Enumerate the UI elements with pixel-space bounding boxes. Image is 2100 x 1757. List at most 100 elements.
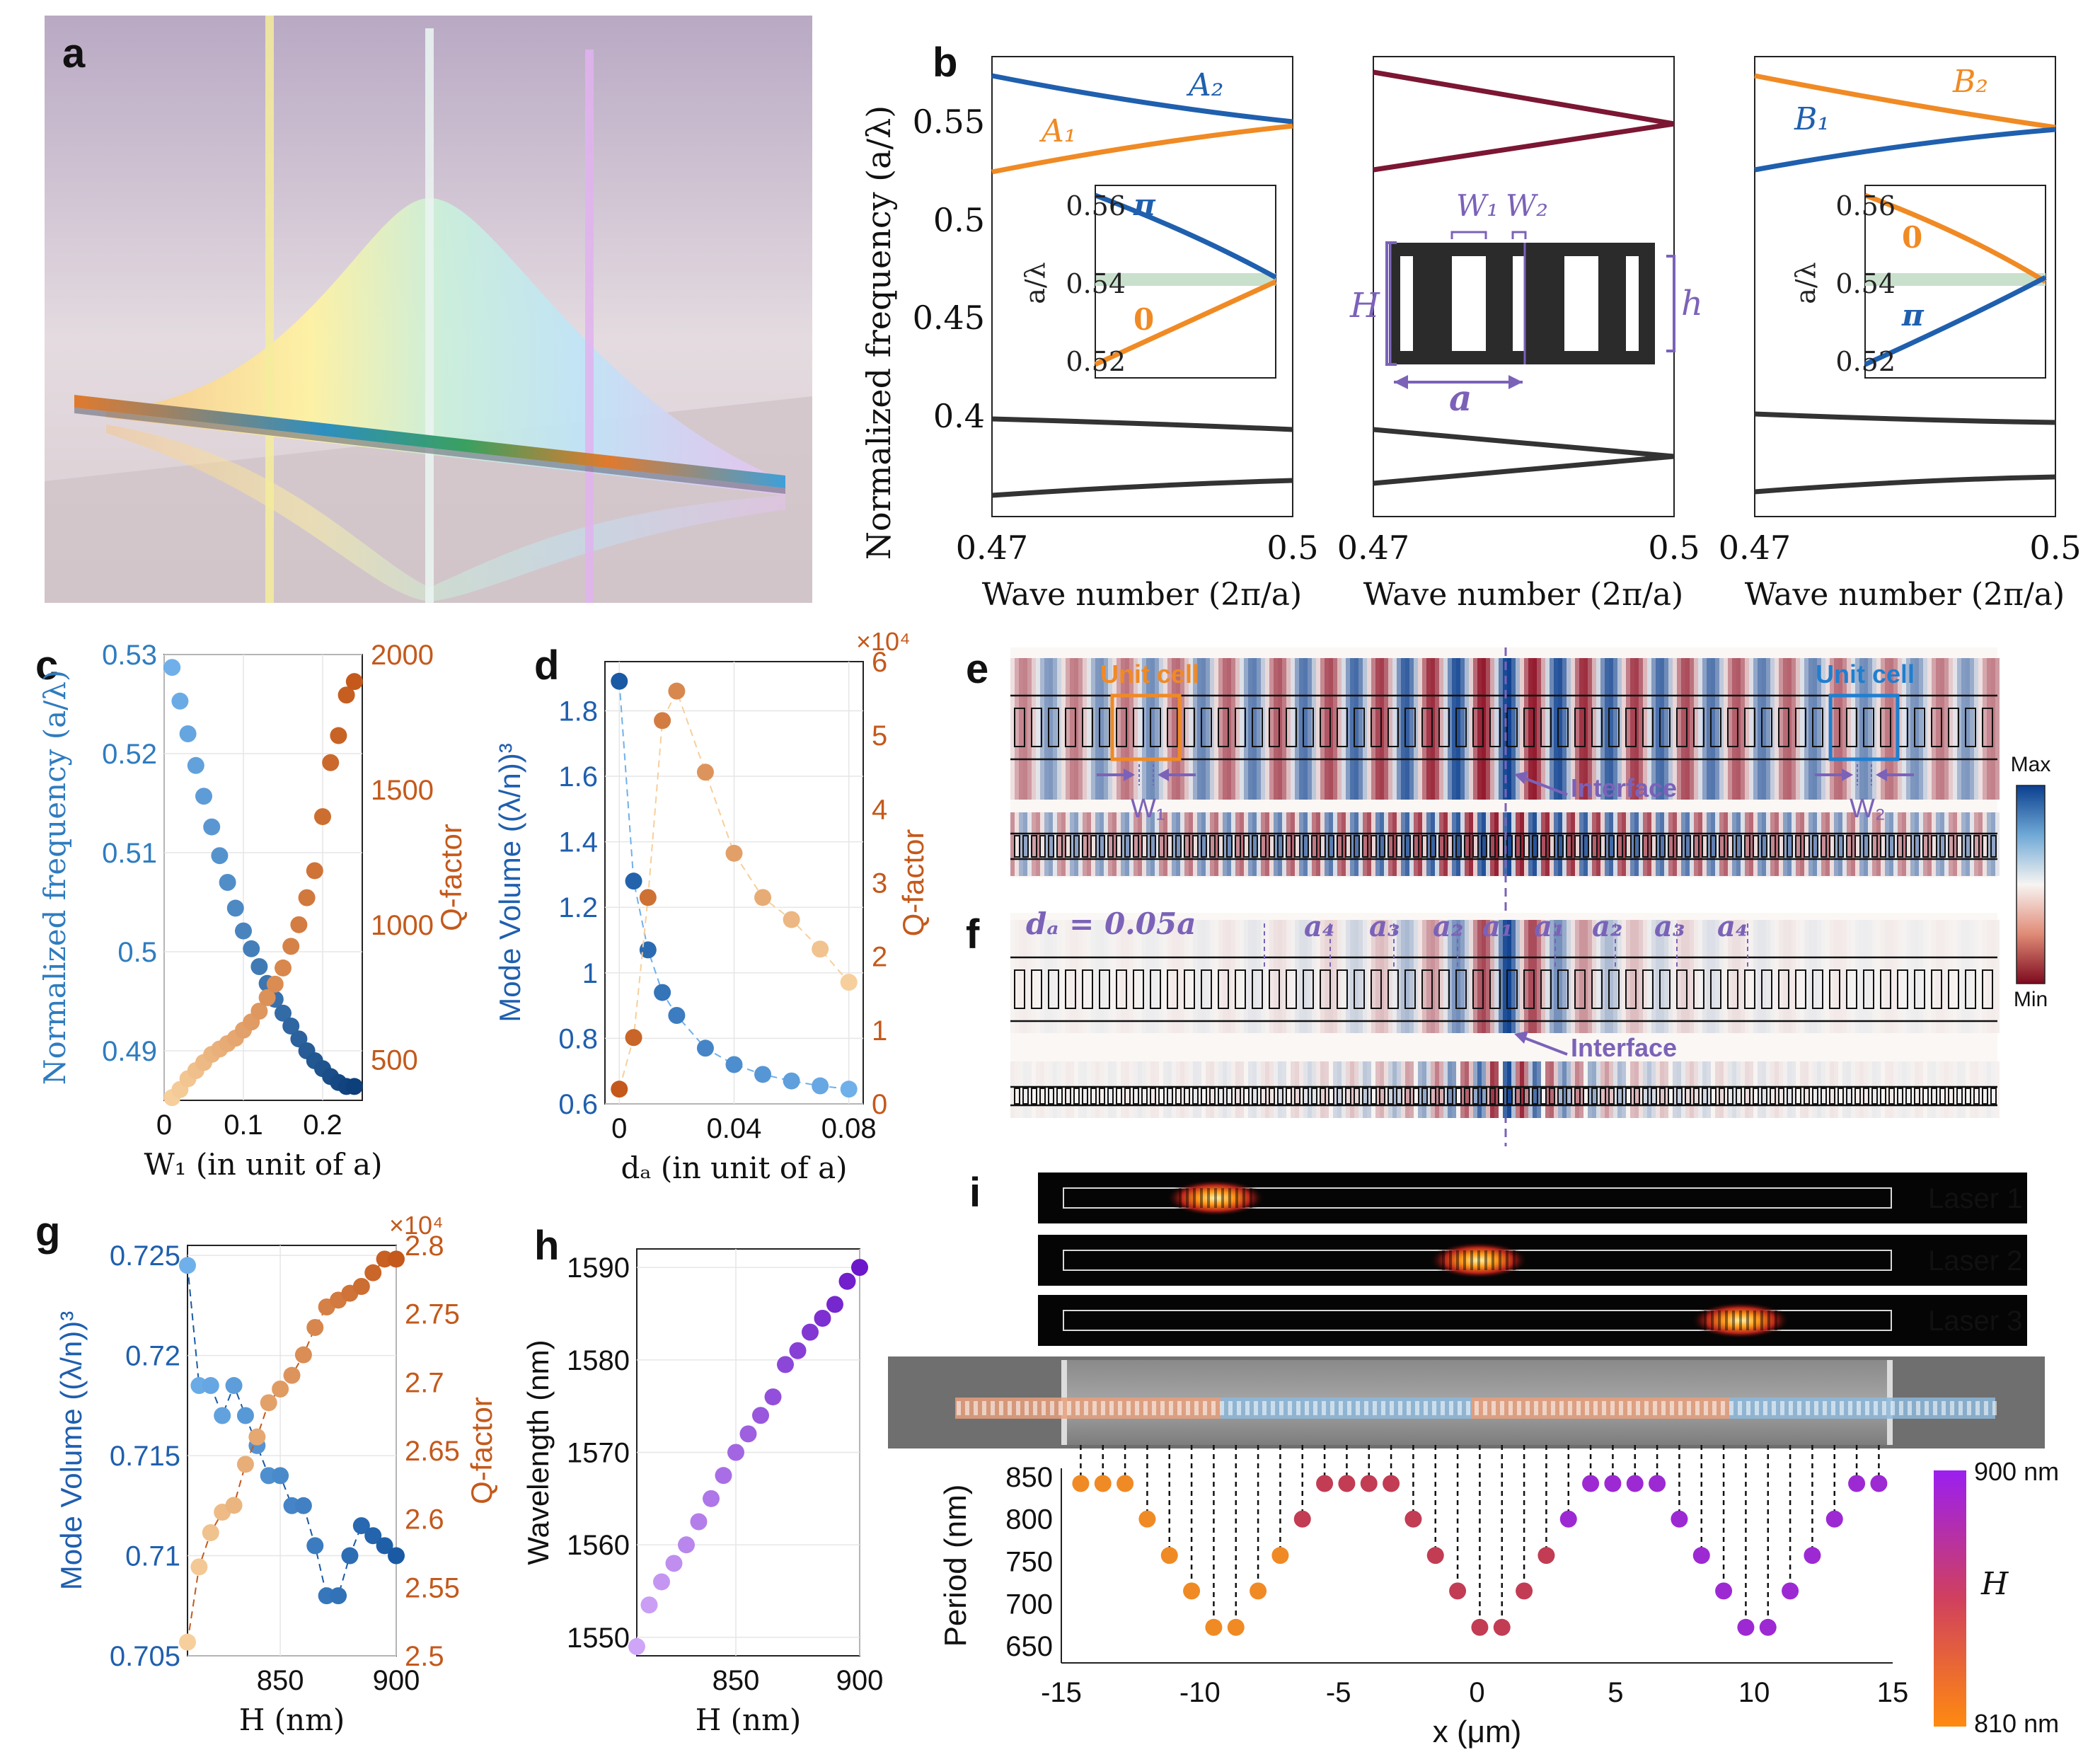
label-h: h: [1681, 284, 1703, 323]
data-point: [179, 725, 197, 742]
data-point: [764, 1388, 782, 1406]
data-point: [1205, 1618, 1223, 1636]
b-mid-xlabel: Wave number (2π/a): [1363, 577, 1683, 613]
data-point: [283, 1366, 301, 1384]
data-point: [1737, 1618, 1755, 1636]
data-point: [1516, 1582, 1533, 1600]
data-point: [838, 1272, 856, 1290]
data-point: [1293, 1510, 1311, 1528]
y2-tick: 4: [872, 794, 887, 825]
y2-tick: 2.55: [405, 1572, 460, 1603]
inset-left-ytick-1: 0.54: [1066, 268, 1126, 299]
data-point: [236, 1407, 254, 1424]
y-tick: 1.6: [558, 761, 598, 793]
laser-image: [1038, 1235, 2027, 1286]
panel-g-label: g: [35, 1209, 60, 1255]
interface-label-f: Interface: [1571, 1033, 1677, 1062]
data-point: [306, 1537, 324, 1555]
data-point: [1360, 1475, 1378, 1492]
data-point: [668, 1007, 686, 1024]
data-point: [243, 940, 260, 957]
panel-b-left-plot: A₂ A₁ 0.56 0.54 0.52 a/λ π 0: [991, 56, 1293, 517]
y-tick: 0.51: [102, 838, 157, 869]
data-point: [352, 1517, 370, 1535]
panel-f-lattice: [1010, 956, 1997, 1107]
data-point: [163, 659, 181, 676]
panel-e: e Unit cell Unit cell W₁ W₂ Interface Ma…: [966, 646, 2050, 1146]
sem-image: [888, 1356, 2045, 1448]
data-point: [752, 1407, 769, 1424]
data-point: [725, 844, 743, 862]
y-tick: 1560: [567, 1530, 630, 1561]
x-tick: 0.08: [821, 1113, 877, 1144]
data-point: [1471, 1618, 1489, 1636]
label-W2: W₂: [1506, 188, 1548, 223]
interface-label-e: Interface: [1571, 773, 1677, 802]
data-point: [754, 1066, 772, 1083]
i-xtick: 10: [1738, 1677, 1770, 1708]
panel-c: c 0 0.1 0.2 0.53 0.52 0.51 0.5 0.49 2000 1500 1000…: [35, 640, 468, 1182]
panel-h: h 850 900 1590 1580 1570 1560 1550 Wavelength (…: [521, 1223, 883, 1737]
data-point: [826, 1296, 843, 1313]
data-point: [314, 808, 331, 826]
y2-tick: 2.75: [405, 1299, 460, 1330]
unit-cell-left-label: Unit cell: [1100, 659, 1199, 689]
data-point: [783, 1072, 800, 1090]
y2-tick: 2.8: [405, 1231, 444, 1262]
data-point: [628, 1637, 645, 1655]
x-tick: 850: [257, 1665, 304, 1696]
data-point: [306, 1319, 324, 1336]
h-colorbar-top: 900 nm: [1974, 1457, 2059, 1486]
y2-tick: 0: [872, 1089, 887, 1120]
y-tick: 1.2: [558, 892, 598, 923]
data-point: [202, 1524, 219, 1541]
data-point: [1072, 1475, 1090, 1492]
y-tick: 0.715: [110, 1441, 180, 1472]
data-point: [611, 672, 628, 690]
inset-right-ylabel: a/λ: [1790, 262, 1821, 304]
data-point: [294, 1497, 312, 1514]
y2-tick: 2.7: [405, 1367, 444, 1398]
y2-tick: 1500: [371, 775, 434, 806]
b-left-xtick-0: 0.47: [956, 529, 1028, 567]
data-point: [678, 1536, 695, 1554]
y2-tick: 6: [872, 647, 887, 678]
segment-label: a₁: [1482, 910, 1513, 943]
y-tick: 1: [582, 958, 598, 989]
unit-cell-right-box: [1828, 693, 1900, 761]
data-point: [190, 1558, 208, 1576]
y2-exponent: ×10⁴: [856, 627, 911, 656]
panel-b: b Normalized frequency (a/λ) 0.55 0.5 0.45…: [860, 40, 2082, 613]
i-ylabel: Period (nm): [938, 1485, 973, 1647]
data-point: [640, 1596, 658, 1614]
data-point: [715, 1467, 732, 1485]
data-point: [696, 1039, 714, 1057]
da-label: dₐ = 0.05a: [1026, 906, 1196, 941]
i-xtick: 5: [1608, 1677, 1623, 1708]
y-tick: 1590: [567, 1252, 630, 1284]
label-A2: A₂: [1186, 67, 1223, 103]
i-xtick: 0: [1469, 1677, 1484, 1708]
y2-label: Q-factor: [434, 824, 468, 931]
data-point: [225, 1377, 243, 1395]
data-point: [248, 1428, 266, 1446]
label-A1: A₁: [1039, 113, 1076, 149]
data-point: [202, 1377, 219, 1395]
data-point: [1227, 1618, 1245, 1636]
panel-f-label: f: [966, 911, 980, 957]
y2-tick: 2.5: [405, 1641, 444, 1672]
y2-tick: 2: [872, 942, 887, 973]
b-mid-xtick-0: 0.47: [1337, 529, 1409, 567]
data-point: [1825, 1510, 1843, 1528]
i-xlabel: x (μm): [1433, 1715, 1522, 1749]
inset-right-ytick-0: 0.56: [1835, 190, 1896, 221]
field-colorbar: [2016, 785, 2046, 984]
b-right-xtick-1: 0.5: [2029, 529, 2081, 567]
h-colorbar: [1934, 1470, 1966, 1727]
y-tick: 0.5: [117, 937, 157, 968]
data-point: [840, 1081, 858, 1098]
x-tick: 0: [611, 1113, 627, 1144]
panel-f: f dₐ = 0.05a a₄ a₃ a₂ a₁ a₁ a₂ a₃ a₄ Interface: [966, 906, 2000, 1118]
data-point: [1426, 1547, 1444, 1565]
data-point: [1759, 1618, 1777, 1636]
